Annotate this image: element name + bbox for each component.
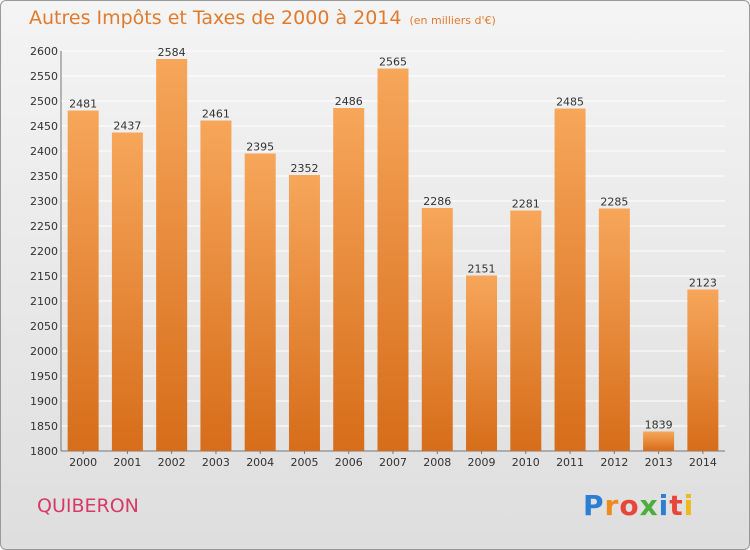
bar-2013	[643, 431, 675, 451]
data-label-2011: 2485	[556, 96, 584, 109]
bar-2011	[554, 108, 586, 451]
logo-letter: o	[619, 489, 640, 522]
x-tick-label-2007: 2007	[379, 456, 407, 469]
x-tick-label-2005: 2005	[290, 456, 318, 469]
chart-title-text: Autres Impôts et Taxes de 2000 à 2014	[29, 7, 402, 29]
data-label-2012: 2285	[600, 196, 628, 209]
bar-2012	[598, 208, 630, 451]
y-tick-label: 2250	[30, 220, 58, 233]
y-tick-label: 2050	[30, 320, 58, 333]
bar-2007	[377, 68, 409, 451]
data-label-2014: 2123	[689, 277, 717, 290]
bar-2006	[333, 108, 365, 451]
data-label-2010: 2281	[512, 198, 540, 211]
x-tick-label-2014: 2014	[689, 456, 717, 469]
x-tick-label-2002: 2002	[158, 456, 186, 469]
y-tick-label: 2450	[30, 120, 58, 133]
x-tick-label-2000: 2000	[69, 456, 97, 469]
x-tick-label-2010: 2010	[512, 456, 540, 469]
y-tick-label: 2000	[30, 345, 58, 358]
y-tick-label: 1900	[30, 395, 58, 408]
chart-title: Autres Impôts et Taxes de 2000 à 2014 (en…	[29, 7, 496, 29]
y-tick-label: 2350	[30, 170, 58, 183]
bar-2002	[156, 59, 188, 451]
x-tick-label-2006: 2006	[335, 456, 363, 469]
logo-letter: r	[604, 489, 620, 522]
x-tick-label-2009: 2009	[468, 456, 496, 469]
bar-2003	[200, 120, 232, 451]
bar-2005	[288, 175, 320, 451]
bar-2001	[111, 132, 143, 451]
x-tick-label-2008: 2008	[423, 456, 451, 469]
bar-2004	[244, 153, 276, 451]
logo-letter: t	[669, 489, 684, 522]
data-label-2001: 2437	[113, 120, 141, 133]
data-label-2005: 2352	[290, 162, 318, 175]
y-tick-label: 2550	[30, 70, 58, 83]
data-label-2006: 2486	[335, 95, 363, 108]
bar-2014	[687, 289, 719, 451]
data-label-2013: 1839	[645, 419, 673, 432]
bar-2008	[421, 208, 453, 451]
x-tick-label-2013: 2013	[645, 456, 673, 469]
x-tick-label-2012: 2012	[600, 456, 628, 469]
data-label-2003: 2461	[202, 108, 230, 121]
logo-letter: x	[639, 489, 659, 522]
chart-unit-note: (en milliers d'€)	[409, 14, 496, 27]
data-label-2000: 2481	[69, 98, 97, 111]
y-tick-label: 1850	[30, 420, 58, 433]
data-label-2008: 2286	[423, 195, 451, 208]
y-tick-label: 1950	[30, 370, 58, 383]
y-tick-label: 2600	[30, 45, 58, 58]
proxiti-logo: Proxiti	[583, 489, 694, 522]
data-label-2002: 2584	[158, 46, 186, 59]
y-tick-label: 2400	[30, 145, 58, 158]
bar-2010	[510, 210, 542, 451]
x-tick-label-2001: 2001	[113, 456, 141, 469]
x-tick-label-2003: 2003	[202, 456, 230, 469]
bar-2009	[466, 275, 498, 451]
logo-letter: i	[658, 489, 670, 522]
x-tick-label-2004: 2004	[246, 456, 274, 469]
data-label-2009: 2151	[468, 263, 496, 276]
logo-letter: P	[583, 489, 605, 522]
y-tick-label: 2300	[30, 195, 58, 208]
y-tick-label: 2150	[30, 270, 58, 283]
logo-letter: i	[683, 489, 695, 522]
bar-2000	[67, 110, 99, 451]
y-tick-label: 2200	[30, 245, 58, 258]
y-tick-label: 1800	[30, 445, 58, 458]
data-label-2007: 2565	[379, 56, 407, 69]
data-label-2004: 2395	[246, 141, 274, 154]
y-tick-label: 2500	[30, 95, 58, 108]
y-tick-label: 2100	[30, 295, 58, 308]
x-tick-label-2011: 2011	[556, 456, 584, 469]
city-name: QUIBERON	[37, 495, 139, 517]
